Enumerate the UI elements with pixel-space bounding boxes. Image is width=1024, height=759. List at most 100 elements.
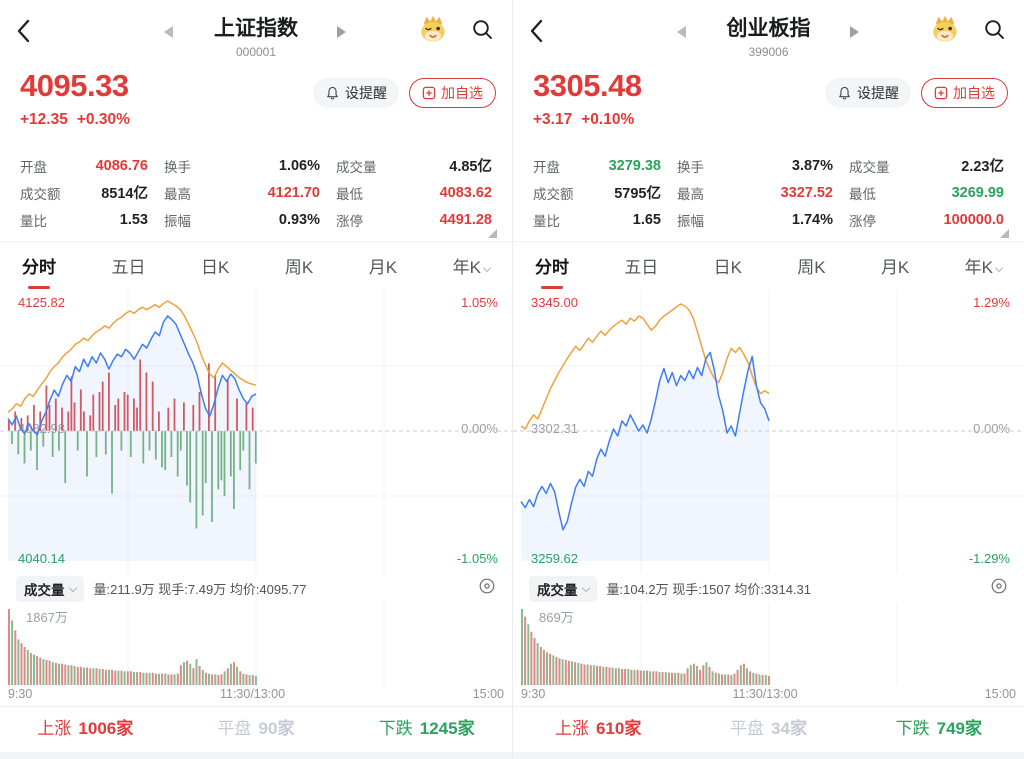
last-price: 4095.33 [20,68,129,103]
set-alert-button[interactable]: 设提醒 [313,78,399,108]
stat-value: 3279.38 [608,157,661,174]
tab-yearly-k[interactable]: 年K [447,247,496,284]
prev-index-icon[interactable] [164,26,173,38]
tab-intraday[interactable]: 分时 [529,247,575,284]
stat-label: 量比 [533,213,560,229]
expand-stats-icon[interactable] [488,229,497,238]
unchanged: 平盘 34家 [730,719,807,738]
tab-weekly-k[interactable]: 周K [797,258,826,277]
change-percent: +0.30% [76,111,130,128]
time-midday: 11:30/13:00 [732,687,798,701]
stat-label: 开盘 [533,159,560,175]
market-breadth: 上涨 610家 平盘 34家 下跌 749家 [513,706,1024,746]
divider [0,241,512,242]
intraday-chart[interactable]: 4125.82 4082.98 4040.14 1.05% 0.00% -1.0… [0,289,512,574]
tab-yearly-k[interactable]: 年K [959,247,1008,284]
tab-5day[interactable]: 五日 [624,258,659,277]
stat-label: 最低 [336,186,363,202]
stat-label: 成交量 [849,159,890,175]
nav-bar: 上证指数 000001 [0,0,512,62]
stat-value: 1.65 [632,211,661,228]
mascot-icon[interactable] [418,14,448,49]
intraday-chart-canvas [0,289,512,574]
time-open: 9:30 [521,687,546,701]
stat-value: 4083.62 [439,184,492,201]
time-midday: 11:30/13:00 [219,687,286,701]
divider [513,241,1024,242]
tab-intraday[interactable]: 分时 [16,247,62,284]
volume-info-text: 量:211.9万 现手:7.49万 均价:4095.77 [93,582,307,597]
add-watchlist-button[interactable]: 加自选 [921,78,1008,108]
volume-indicator-selector[interactable]: 成交量 [16,575,84,602]
volume-indicator-selector[interactable]: 成交量 [529,575,597,602]
chart-settings-icon[interactable] [478,577,496,600]
stat-value: 4086.76 [95,157,148,174]
stat-value: 3269.99 [951,184,1004,201]
tab-5day[interactable]: 五日 [111,258,146,277]
intraday-chart[interactable]: 3345.00 3302.31 3259.62 1.29% 0.00% -1.2… [513,289,1024,574]
volume-chart-canvas [8,603,385,685]
volume-chart-canvas [521,603,898,685]
search-icon[interactable] [983,18,1006,46]
volume-info-text: 量:104.2万 现手:1507 均价:3314.31 [606,582,812,597]
tab-daily-k[interactable]: 日K [713,258,742,277]
quote-block: 3305.48 +3.17 +0.10% 设提醒 加自选 [513,62,1024,148]
advancers: 上涨 610家 [554,719,642,738]
chart-pct-zero-label: 0.00% [461,421,498,436]
stat-label: 振幅 [677,213,704,229]
back-icon[interactable] [14,17,36,50]
last-price: 3305.48 [533,68,642,103]
stat-value: 100000.0 [943,211,1004,228]
stats-grid: 开盘 3279.38 换手 3.87% 成交量 2.23亿 成交额 5795亿 最高 33… [513,148,1024,241]
volume-max-label: 869万 [539,610,574,625]
chart-pct-low-label: -1.05% [456,551,498,566]
stat-label: 涨停 [336,213,363,229]
chart-low-label: 4040.14 [18,551,65,566]
tab-weekly-k[interactable]: 周K [284,258,314,277]
next-index-icon[interactable] [337,26,346,38]
change-value: +3.17 [533,111,573,128]
stat-label: 成交额 [533,186,574,202]
chevron-down-icon [581,583,590,592]
stat-value: 5795亿 [614,186,661,202]
stat-value: 2.23亿 [961,159,1004,175]
tab-monthly-k[interactable]: 月K [880,258,910,277]
bottom-strip [513,752,1024,759]
add-watchlist-button[interactable]: 加自选 [409,78,496,108]
stat-label: 最高 [677,186,704,202]
bell-icon [327,86,338,100]
volume-header: 成交量 量:211.9万 现手:7.49万 均价:4095.77 [0,574,512,603]
volume-chart[interactable]: 1867万 [0,603,512,685]
next-index-icon[interactable] [850,26,859,38]
index-panel-chinext: 创业板指 399006 3305.48 +3.17 [512,0,1024,759]
price-change: +3.17 +0.10% [533,111,643,129]
time-close: 15:00 [472,687,504,701]
tab-daily-k[interactable]: 日K [201,258,230,277]
stat-value: 4121.70 [267,184,320,201]
price-change: +12.35 +0.30% [20,111,139,129]
quote-actions: 设提醒 加自选 [825,78,1008,108]
back-icon[interactable] [527,17,549,50]
prev-index-icon[interactable] [677,26,686,38]
chevron-down-icon [994,263,1004,273]
mascot-icon[interactable] [930,14,960,49]
expand-stats-icon[interactable] [1000,229,1009,238]
set-alert-button[interactable]: 设提醒 [825,78,911,108]
intraday-chart-canvas [513,289,1024,574]
change-value: +12.35 [20,111,68,128]
search-icon[interactable] [471,18,494,46]
volume-chart[interactable]: 869万 [513,603,1024,685]
quote-actions: 设提醒 加自选 [313,78,496,108]
stat-value: 4491.28 [439,211,492,228]
bottom-strip [0,752,512,759]
stat-value: 1.06% [278,157,320,174]
chart-period-tabs: 分时 五日 日K 周K 月K 年K [513,242,1024,289]
stat-value: 3.87% [791,157,833,174]
stats-grid: 开盘 4086.76 换手 1.06% 成交量 4.85亿 成交额 8514亿 最高 41… [0,148,512,241]
time-open: 9:30 [8,687,33,701]
stat-value: 3327.52 [780,184,833,201]
tab-monthly-k[interactable]: 月K [368,258,398,277]
stat-label: 换手 [677,159,704,175]
chart-settings-icon[interactable] [990,577,1008,600]
